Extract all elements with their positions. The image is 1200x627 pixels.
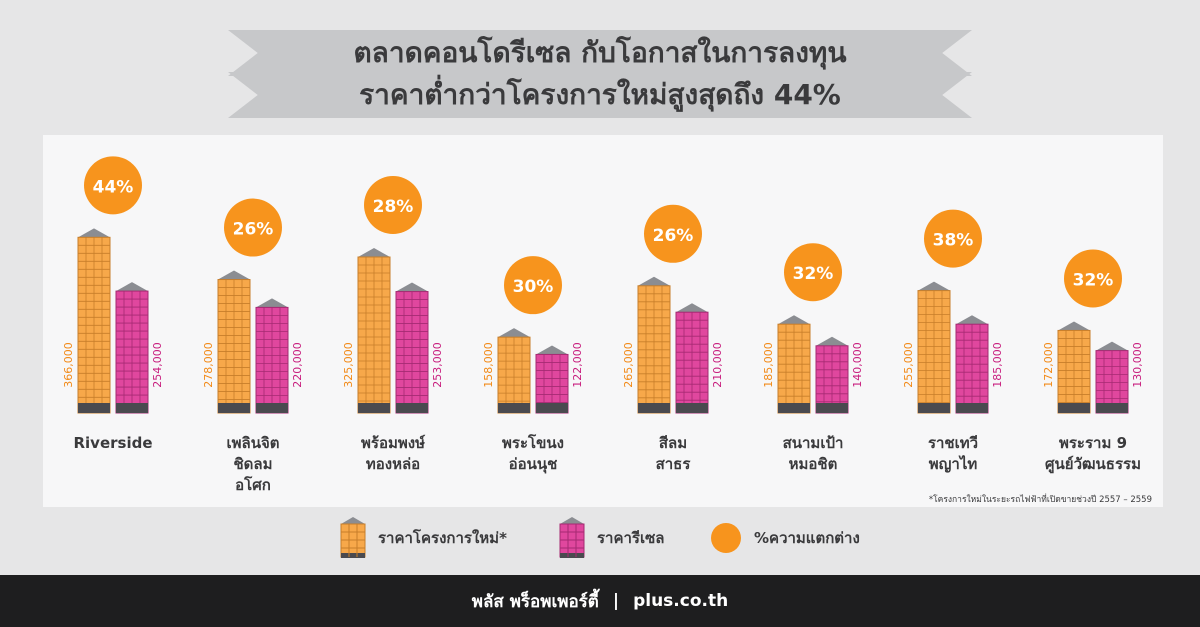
title-ribbon-bottom: ราคาต่ำกว่าโครงการใหม่สูงสุดถึง 44% bbox=[228, 72, 972, 118]
category-label: สนามเป้า bbox=[783, 434, 844, 452]
legend: ราคาโครงการใหม่* ราคารีเซล %ความแตกต่าง bbox=[0, 517, 1200, 559]
value-label-resale: 140,000 bbox=[851, 342, 864, 388]
footnote: *โครงการใหม่ในระยะรถไฟฟ้าที่เปิดขายช่วงป… bbox=[928, 495, 1152, 505]
category-label: พร้อมพงษ์ bbox=[361, 434, 425, 452]
difference-label: 26% bbox=[653, 226, 694, 246]
category-group: 172,000 130,000 32% พระราม 9 ศูนย์วัฒนธรรม bbox=[1042, 249, 1144, 474]
bar-new-project bbox=[357, 248, 391, 414]
bar-new-project bbox=[917, 281, 951, 414]
orange-circle-icon bbox=[711, 523, 741, 553]
bar-resale bbox=[535, 345, 569, 414]
legend-item-difference: %ความแตกต่าง bbox=[710, 517, 860, 559]
category-label: ราชเทวี bbox=[928, 434, 978, 452]
category-group: 325,000 253,000 28% พร้อมพงษ์ทองหล่อ bbox=[342, 176, 444, 473]
bar-resale bbox=[1095, 341, 1129, 414]
bar-new-project bbox=[217, 270, 251, 414]
footer-separator: | bbox=[612, 591, 620, 611]
category-label: สีลม bbox=[659, 434, 687, 452]
value-label-new: 255,000 bbox=[902, 342, 915, 388]
value-label-new: 325,000 bbox=[342, 342, 355, 388]
difference-label: 26% bbox=[233, 220, 274, 240]
bar-resale bbox=[675, 303, 709, 414]
category-label: พญาไท bbox=[929, 454, 978, 473]
value-label-new: 366,000 bbox=[62, 342, 75, 388]
difference-circle bbox=[784, 243, 842, 302]
value-label-resale: 210,000 bbox=[711, 342, 724, 388]
bar-resale bbox=[255, 298, 289, 414]
value-label-new: 185,000 bbox=[762, 342, 775, 388]
bar-resale bbox=[955, 315, 989, 414]
bar-new-project bbox=[77, 228, 111, 414]
value-label-new: 278,000 bbox=[202, 342, 215, 388]
value-label-resale: 253,000 bbox=[431, 342, 444, 388]
difference-circle bbox=[924, 209, 982, 268]
chart-title-line1: ตลาดคอนโดรีเซล กับโอกาสในการลงทุน bbox=[353, 36, 847, 69]
bar-chart: 366,000 254,000 44% Riverside 278,000 220,000… bbox=[62, 156, 1144, 494]
value-label-resale: 254,000 bbox=[151, 342, 164, 388]
category-label: เพลินจิต bbox=[227, 434, 280, 452]
value-label-resale: 220,000 bbox=[291, 342, 304, 388]
difference-circle bbox=[504, 256, 562, 315]
legend-label-difference: %ความแตกต่าง bbox=[754, 529, 860, 547]
footer-brand: พลัส พร็อพเพอร์ตี้ bbox=[471, 591, 599, 612]
legend-label-resale: ราคารีเซล bbox=[597, 529, 665, 547]
difference-label: 28% bbox=[373, 197, 414, 217]
orange-building-icon bbox=[340, 517, 366, 558]
category-label: ชิดลม bbox=[233, 455, 272, 473]
value-label-resale: 130,000 bbox=[1131, 342, 1144, 388]
value-label-new: 172,000 bbox=[1042, 342, 1055, 388]
bar-resale bbox=[815, 336, 849, 414]
legend-item-new: ราคาโครงการใหม่* bbox=[338, 517, 507, 559]
legend-item-resale: ราคารีเซล bbox=[557, 517, 665, 559]
bar-new-project bbox=[637, 276, 671, 414]
category-group: 255,000 185,000 38% ราชเทวีพญาไท bbox=[902, 209, 1004, 473]
difference-circle bbox=[224, 198, 282, 257]
chart-title-line2: ราคาต่ำกว่าโครงการใหม่สูงสุดถึง 44% bbox=[359, 78, 841, 111]
category-label: สาธร bbox=[656, 455, 692, 473]
category-label: พระโขนง bbox=[502, 433, 564, 452]
title-ribbon-top: ตลาดคอนโดรีเซล กับโอกาสในการลงทุน bbox=[228, 30, 972, 76]
category-label: พระราม 9 bbox=[1059, 434, 1127, 452]
difference-circle bbox=[364, 176, 422, 234]
difference-label: 38% bbox=[933, 231, 974, 251]
chart-panel: 366,000 254,000 44% Riverside 278,000 220,000… bbox=[43, 135, 1163, 507]
difference-label: 32% bbox=[793, 264, 834, 284]
category-label: อโศก bbox=[235, 475, 271, 494]
pink-building-icon bbox=[559, 517, 585, 558]
bar-new-project bbox=[777, 315, 811, 414]
difference-label: 30% bbox=[513, 277, 554, 297]
bar-new-project bbox=[497, 328, 531, 414]
difference-label: 32% bbox=[1073, 270, 1114, 290]
category-label: ทองหล่อ bbox=[366, 455, 420, 473]
bar-new-project bbox=[1057, 321, 1091, 414]
bar-resale bbox=[395, 282, 429, 414]
value-label-resale: 185,000 bbox=[991, 342, 1004, 388]
difference-circle bbox=[84, 156, 142, 215]
value-label-new: 265,000 bbox=[622, 342, 635, 388]
difference-label: 44% bbox=[93, 177, 134, 197]
difference-circle bbox=[1064, 249, 1122, 308]
value-label-new: 158,000 bbox=[482, 342, 495, 388]
category-label: Riverside bbox=[73, 434, 152, 452]
difference-circle bbox=[644, 204, 702, 263]
category-group: 366,000 254,000 44% Riverside bbox=[62, 156, 164, 452]
footer-bar: พลัส พร็อพเพอร์ตี้ | plus.co.th bbox=[0, 575, 1200, 627]
legend-label-new: ราคาโครงการใหม่* bbox=[378, 529, 507, 547]
bar-resale bbox=[115, 282, 149, 414]
category-label: ศูนย์วัฒนธรรม bbox=[1045, 455, 1141, 474]
category-label: อ่อนนุช bbox=[509, 455, 558, 474]
value-label-resale: 122,000 bbox=[571, 342, 584, 388]
category-label: หมอชิต bbox=[789, 455, 838, 473]
footer-site: plus.co.th bbox=[633, 591, 729, 611]
